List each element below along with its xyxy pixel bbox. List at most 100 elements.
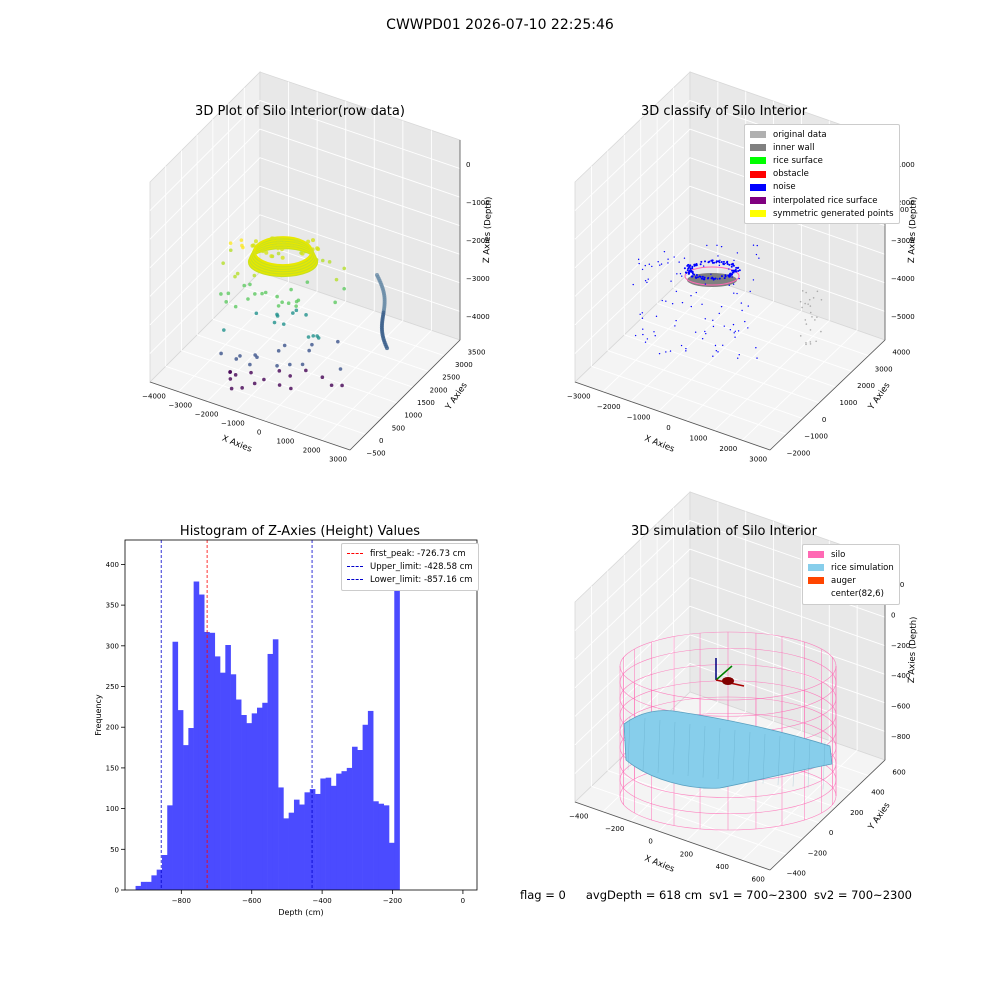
grid-line	[574, 185, 886, 297]
noise-point	[710, 273, 712, 275]
legend-swatch	[750, 210, 766, 218]
data-point	[385, 346, 390, 351]
status-sv1: sv1 = 700~2300	[709, 888, 808, 902]
legend-swatch	[750, 170, 766, 178]
noise-point	[735, 270, 738, 273]
histogram-bar	[283, 818, 289, 890]
original-data-point	[804, 319, 807, 321]
noise-point	[701, 275, 704, 278]
z-tick-label: −1000	[891, 161, 915, 169]
data-point	[260, 249, 265, 254]
grid-line	[149, 157, 461, 269]
data-point	[281, 322, 286, 326]
noise-point	[700, 260, 703, 263]
noise-point	[717, 255, 719, 257]
histogram-bar	[146, 881, 152, 890]
noise-point	[710, 277, 713, 280]
data-point	[307, 348, 311, 353]
noise-point	[642, 333, 644, 336]
rice-mesh	[747, 731, 751, 783]
noise-point	[712, 319, 714, 322]
histogram-bar	[257, 707, 263, 890]
x-tick-label: −200	[605, 825, 624, 833]
noise-point	[657, 261, 659, 263]
histogram-bar	[367, 710, 374, 890]
silo-ring	[619, 647, 837, 717]
noise-point	[641, 312, 644, 314]
noise-point	[752, 244, 755, 246]
panel1-title: 3D Plot of Silo Interior(row data)	[195, 104, 405, 119]
z-tick-label: −4000	[891, 275, 915, 283]
noise-point	[686, 269, 689, 272]
y-axis-label: Frequency	[94, 694, 103, 736]
y-tick-label: −400	[787, 870, 806, 878]
histogram-bar	[330, 785, 337, 890]
z-tick-label-partial: 00	[900, 206, 909, 214]
data-point	[246, 297, 250, 301]
z-tick-label: −2000	[891, 199, 915, 207]
histogram-title: Histogram of Z-Axies (Height) Values	[179, 524, 421, 539]
noise-point	[728, 284, 730, 287]
data-point	[286, 301, 291, 306]
grid-line	[228, 303, 429, 372]
histogram-bar	[373, 801, 379, 890]
z-tick-label: −400	[891, 672, 910, 680]
data-point	[242, 283, 247, 288]
noise-point	[676, 273, 678, 275]
data-point	[289, 386, 293, 391]
histogram-bar	[135, 885, 142, 890]
noise-point	[717, 351, 719, 353]
noise-point	[702, 278, 704, 280]
histogram-bar	[304, 792, 311, 890]
noise-point	[691, 275, 694, 278]
grid-line	[149, 128, 461, 240]
noise-point	[720, 305, 723, 308]
noise-point	[701, 303, 703, 305]
data-point	[276, 349, 281, 353]
histogram-bar	[357, 750, 363, 890]
silo-ring	[619, 631, 837, 701]
noise-point	[663, 250, 666, 253]
x-tick-label: 2000	[719, 445, 737, 453]
original-data-point	[805, 342, 807, 344]
grid-line	[574, 577, 886, 689]
histogram-bar	[267, 653, 274, 890]
x-tick-label: 1000	[277, 437, 295, 445]
noise-point	[675, 319, 677, 322]
original-data-point	[816, 290, 819, 293]
noise-point	[699, 275, 702, 278]
data-point	[228, 370, 232, 374]
histogram-bar	[278, 787, 284, 890]
data-point	[252, 381, 257, 386]
noise-point	[694, 264, 697, 267]
noise-point	[646, 338, 649, 340]
histogram-bar	[288, 812, 295, 890]
noise-point	[731, 273, 734, 276]
noise-point	[736, 252, 739, 254]
y-axis-line	[349, 339, 461, 451]
noise-point	[648, 263, 651, 265]
noise-point	[690, 294, 692, 297]
noise-point	[691, 267, 694, 270]
data-point	[252, 250, 257, 255]
original-data-point	[805, 323, 808, 325]
noise-point	[722, 260, 725, 263]
noise-point	[737, 357, 739, 359]
x-tick-label: −4000	[142, 393, 166, 401]
x-tick-label: −400	[569, 813, 588, 821]
y-axis-line	[769, 339, 886, 451]
auger-marker	[722, 677, 734, 685]
original-data-point	[814, 319, 816, 321]
noise-point	[716, 278, 719, 280]
x-tick-label: 0	[648, 838, 652, 846]
x-tick-label: 3000	[749, 455, 767, 463]
y-tick-label: −200	[808, 849, 827, 857]
noise-point	[703, 278, 706, 281]
noise-point	[690, 305, 692, 308]
noise-point	[688, 265, 691, 268]
data-point	[276, 246, 281, 251]
rice-mesh	[777, 735, 781, 786]
x-tick-label: 600	[752, 875, 765, 883]
legend-swatch	[808, 564, 824, 572]
y-tick-label: −500	[366, 450, 385, 458]
